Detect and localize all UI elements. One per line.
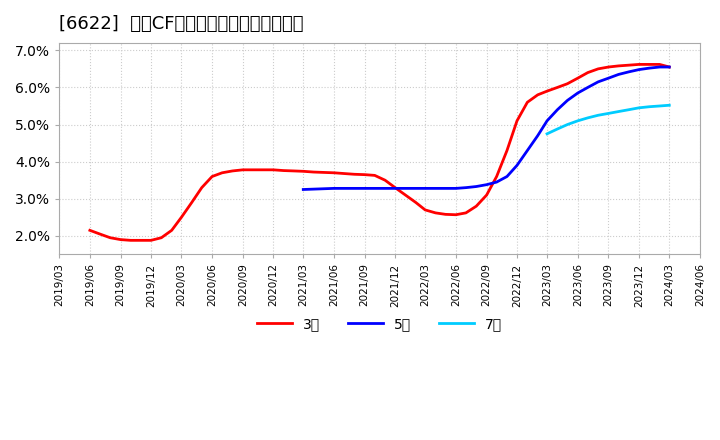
Line: 5年: 5年 <box>303 67 670 190</box>
Legend: 3年, 5年, 7年: 3年, 5年, 7年 <box>252 311 508 336</box>
Line: 3年: 3年 <box>90 64 670 240</box>
Line: 7年: 7年 <box>547 105 670 134</box>
Text: [6622]  営業CFマージンの標準偏差の推移: [6622] 営業CFマージンの標準偏差の推移 <box>59 15 304 33</box>
